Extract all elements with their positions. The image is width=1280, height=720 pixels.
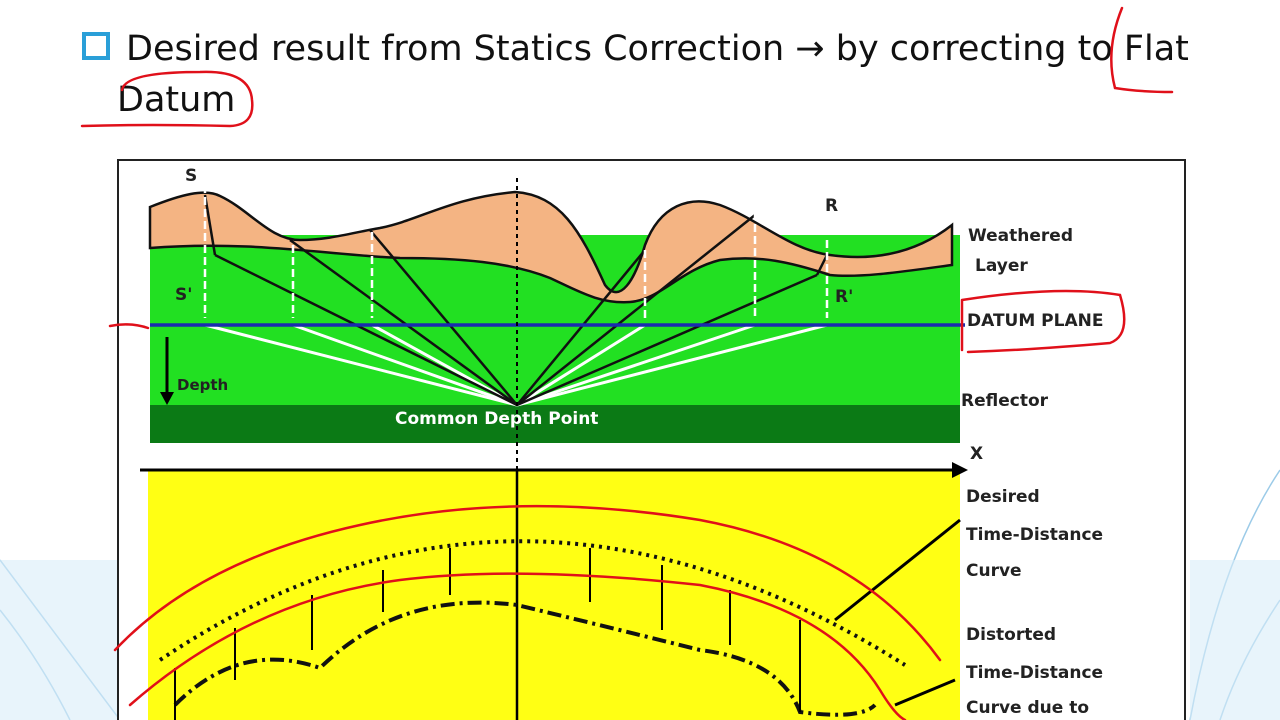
weathered-layer [148, 190, 954, 304]
static-shift-arrows [203, 185, 829, 318]
distorted-curve-label: Time-Distance [966, 663, 1103, 683]
x-axis-arrowhead [952, 462, 968, 478]
receiver-label: R [825, 196, 838, 216]
slide-title: Desired result from Statics Correction →… [117, 29, 1200, 120]
desired-curve-label: Time-Distance [966, 525, 1103, 545]
title-line: Desired result from Statics Correction →… [126, 29, 1189, 69]
time-distance-panel [148, 470, 960, 720]
datum-plane-label: DATUM PLANE [967, 311, 1103, 331]
ray-paths [203, 194, 829, 407]
receiver-datum-label: R' [835, 287, 853, 307]
x-axis-label: X [970, 444, 983, 464]
decoration [0, 560, 118, 720]
distorted-curve-label: Distorted [966, 625, 1056, 645]
desired-curve-label: Curve [966, 561, 1022, 581]
bullet [82, 32, 110, 60]
decoration [1190, 560, 1280, 720]
source-datum-label: S' [175, 285, 192, 305]
reflector-label: Reflector [961, 391, 1049, 411]
title-line: Datum [117, 80, 235, 120]
distorted-curve-label: Curve due to [966, 698, 1089, 718]
weathered-label: Weathered [968, 226, 1073, 246]
depth-arrowhead [160, 392, 174, 405]
desired-curve-label: Desired [966, 487, 1040, 507]
depth-label: Depth [177, 376, 228, 394]
source-label: S [185, 166, 197, 186]
pointer-arrows [834, 518, 961, 707]
weathered-label: Layer [975, 256, 1028, 276]
annotation [80, 6, 1174, 720]
reflector [150, 405, 960, 443]
datum-rays [204, 323, 828, 407]
cdp-label: Common Depth Point [395, 409, 598, 429]
